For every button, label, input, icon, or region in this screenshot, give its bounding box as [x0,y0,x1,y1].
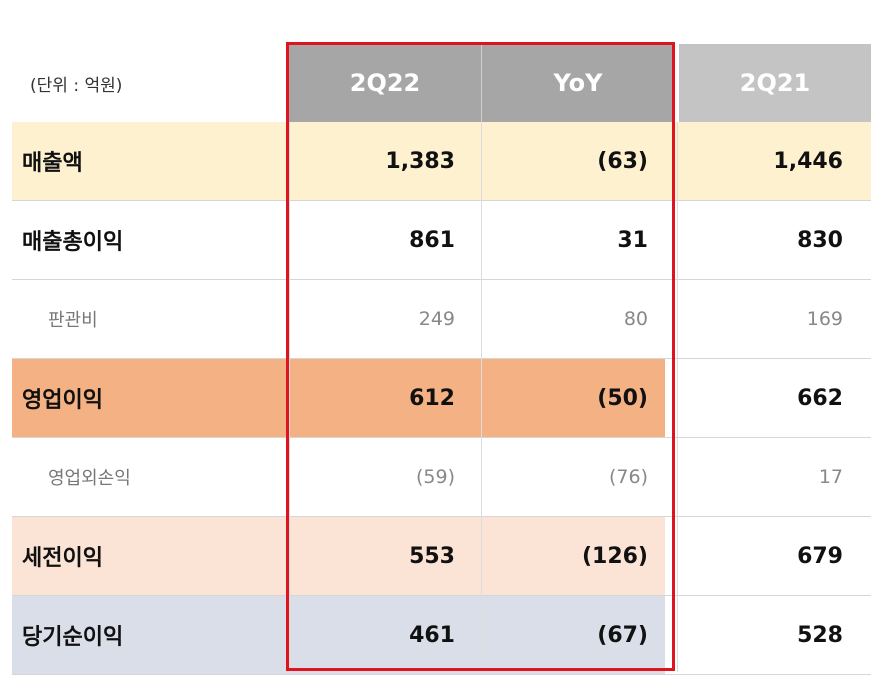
cell-2q21: 830 [797,227,843,253]
row-non-operating: 영업외손익 (59) (76) 17 [12,438,871,517]
cell-2q22: 861 [409,227,455,253]
cell-2q21: 679 [665,517,871,595]
cell-2q21: 1,446 [773,148,843,174]
header-yoy: YoY [482,44,674,122]
row-label: 매출총이익 [22,230,124,255]
cell-2q22: 1,383 [385,148,455,174]
column-divider [481,122,482,672]
cell-2q21: 662 [665,359,871,437]
cell-yoy: (126) [581,543,648,569]
row-net-income: 당기순이익 461 (67) 528 [12,596,871,675]
header-2q22: 2Q22 [289,44,481,122]
cell-yoy: (76) [608,466,648,488]
row-label: 매출액 [22,151,83,176]
row-operating-profit: 영업이익 612 (50) 662 [12,359,871,438]
row-pretax-income: 세전이익 553 (126) 679 [12,517,871,596]
row-gross-profit: 매출총이익 861 31 830 [12,201,871,280]
cell-2q22: 612 [409,385,455,411]
cell-2q21: 528 [665,596,871,674]
row-label: 세전이익 [22,546,103,571]
cell-2q21: 17 [818,466,843,488]
row-label: 판관비 [48,310,98,331]
cell-yoy: (50) [597,385,648,411]
cell-yoy: 80 [623,308,648,330]
cell-2q22: 461 [409,622,455,648]
cell-2q21: 169 [806,308,843,330]
row-label: 영업외손익 [48,468,131,489]
cell-yoy: (63) [597,148,648,174]
row-revenue: 매출액 1,383 (63) 1,446 [12,122,871,201]
row-label: 당기순이익 [22,625,124,650]
unit-label: (단위 : 억원) [30,75,123,96]
header-2q21: 2Q21 [679,44,871,122]
row-sga: 판관비 249 80 169 [12,280,871,359]
column-divider [677,122,678,672]
cell-yoy: 31 [617,227,648,253]
header-divider [481,44,482,122]
cell-2q22: 553 [409,543,455,569]
cell-2q22: 249 [418,308,455,330]
cell-yoy: (67) [597,622,648,648]
cell-2q22: (59) [415,466,455,488]
column-divider [289,122,290,672]
row-label: 영업이익 [22,388,103,413]
